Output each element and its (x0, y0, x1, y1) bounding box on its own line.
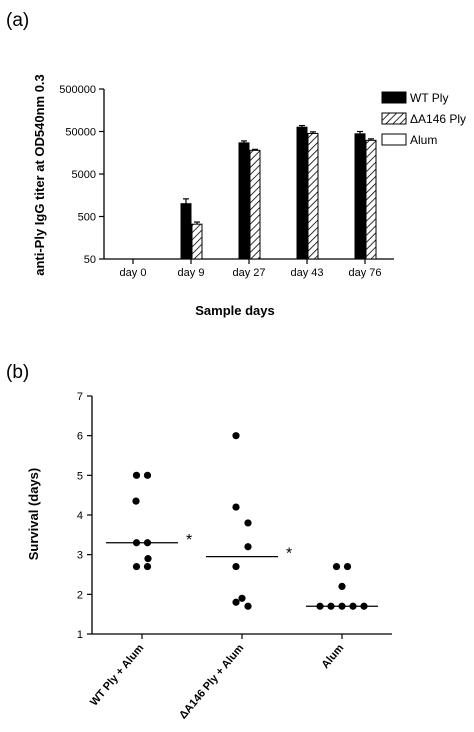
y-tick-label-a: 500 (78, 212, 96, 224)
data-point (244, 543, 252, 551)
x-tick-label-a: day 27 (232, 267, 265, 279)
data-point (244, 519, 252, 527)
y-tick-label-a: 500000 (59, 84, 96, 96)
data-point (244, 602, 252, 610)
y-tick-label-a: 5000 (72, 169, 96, 181)
panel-b-label: (b) (6, 362, 29, 383)
x-tick-label-a: day 0 (120, 267, 147, 279)
y-axis-title-b: Survival (days) (26, 468, 41, 561)
y-axis-title-a: anti-Ply IgG titer at OD540nm 0.3 (32, 74, 47, 276)
bar (296, 126, 308, 260)
legend-swatch (381, 91, 407, 104)
bar-chart: 50 500 5000 50000 500000 day 0 day 9 day 27 day … (59, 84, 394, 279)
scatter-chart: 1 2 3 4 5 6 7 WT Ply + Alum * ΔA146 Ply + Alum * Al… (77, 391, 392, 721)
x-axis-title-a: Sample days (195, 303, 275, 318)
y-tick-label-b: 5 (77, 470, 83, 482)
legend: WT Ply ΔA146 Ply Alum (381, 91, 466, 147)
y-tick-label-b: 6 (77, 431, 83, 443)
panel-a-label: (a) (6, 10, 29, 31)
data-point (338, 582, 346, 591)
data-point (132, 562, 141, 571)
y-tick-label-b: 3 (77, 550, 83, 562)
x-tick-label-a: day 43 (290, 267, 323, 279)
bar (365, 139, 377, 260)
legend-label: Alum (410, 133, 437, 147)
bar (238, 142, 250, 260)
x-tick-label-a: day 9 (178, 267, 205, 279)
bar (354, 133, 366, 260)
data-point (232, 598, 240, 606)
y-tick-label-b: 4 (77, 510, 83, 522)
significance-marker: * (186, 532, 192, 549)
data-point (343, 562, 352, 571)
y-tick-label-b: 1 (77, 629, 83, 641)
data-point (238, 594, 246, 602)
bar (191, 223, 203, 260)
x-tick-label-b: Alum (319, 642, 346, 671)
legend-swatch (381, 112, 407, 125)
y-tick-label-b: 2 (77, 589, 83, 601)
legend-label: WT Ply (410, 91, 448, 105)
bar (180, 203, 192, 260)
x-tick-label-a: day 76 (348, 267, 381, 279)
y-tick-label-a: 50000 (65, 127, 96, 139)
data-point (143, 562, 152, 571)
data-point (332, 562, 341, 571)
y-tick-label-b: 7 (77, 391, 83, 403)
data-point (143, 471, 152, 479)
data-point (132, 471, 141, 479)
legend-swatch (381, 133, 407, 146)
significance-marker: * (286, 546, 292, 563)
data-point (232, 562, 240, 571)
legend-label: ΔA146 Ply (410, 112, 466, 126)
data-point (144, 555, 152, 563)
bar (307, 132, 319, 260)
y-tick-label-a: 50 (84, 254, 96, 266)
x-tick-label-b: ΔA146 Ply + Alum (177, 642, 246, 721)
bar (249, 149, 261, 260)
data-point (132, 497, 140, 505)
data-point (232, 432, 240, 440)
data-point (232, 503, 240, 511)
x-tick-label-b: WT Ply + Alum (88, 642, 146, 708)
